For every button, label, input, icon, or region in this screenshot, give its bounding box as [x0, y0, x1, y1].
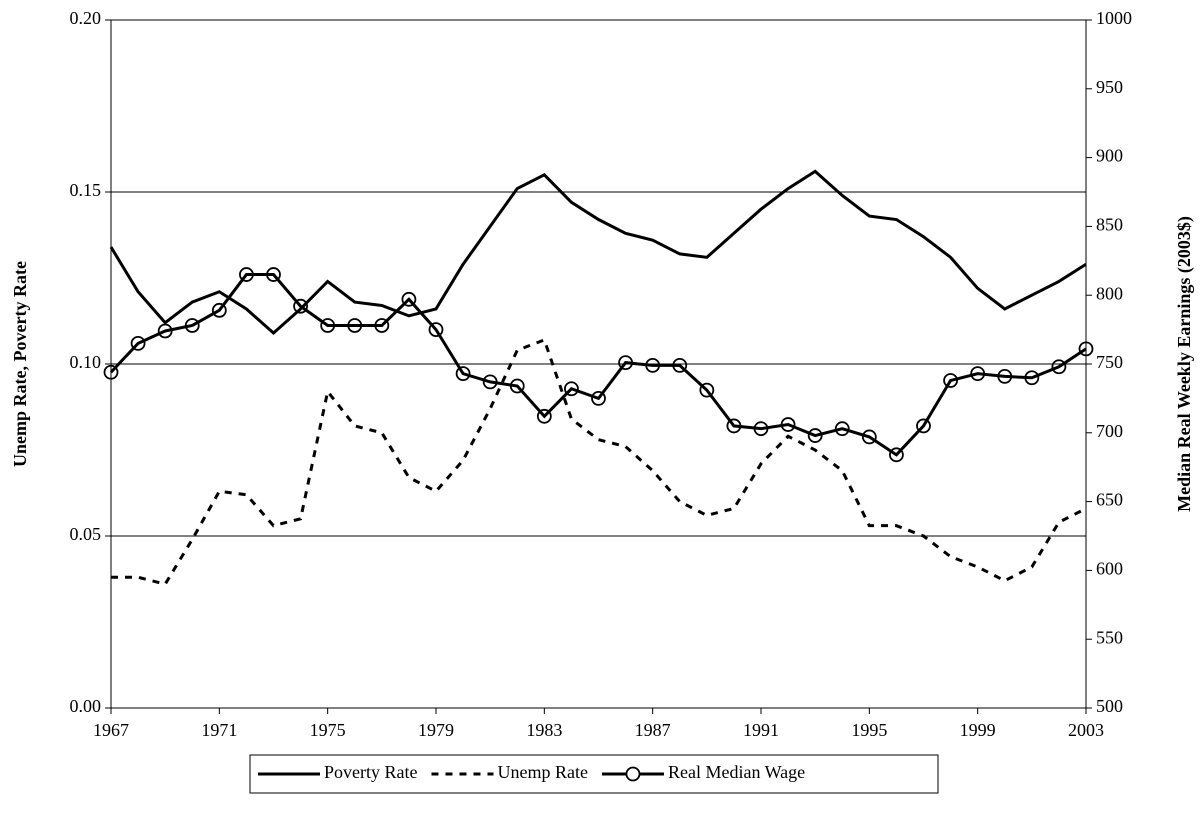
- y-tick-label: 0.00: [70, 696, 102, 716]
- x-tick-label: 1999: [960, 720, 996, 740]
- y-tick-label: 0.15: [70, 180, 102, 200]
- series-marker: [834, 421, 850, 437]
- series-marker: [428, 322, 444, 338]
- x-tick-label: 1987: [635, 720, 671, 740]
- series-line: [109, 169, 1087, 336]
- y2-tick-label: 800: [1096, 283, 1123, 303]
- legend-label: Unemp Rate: [497, 762, 587, 782]
- series-marker: [943, 373, 958, 388]
- series-marker: [374, 318, 390, 333]
- series-marker: [699, 382, 715, 398]
- series-marker: [536, 408, 552, 424]
- x-tick-label: 1975: [310, 720, 346, 740]
- series-marker: [157, 323, 173, 339]
- y-tick-label: 0.20: [70, 8, 102, 28]
- series-marker: [672, 357, 688, 373]
- series-marker: [103, 364, 119, 380]
- series-marker: [916, 418, 931, 434]
- y2-tick-label: 1000: [1096, 8, 1132, 28]
- series-marker: [401, 291, 417, 307]
- series-marker: [807, 428, 823, 443]
- x-tick-label: 1995: [851, 720, 887, 740]
- y2-tick-label: 750: [1096, 352, 1123, 372]
- series-marker: [184, 318, 200, 333]
- y2-tick-label: 850: [1096, 215, 1123, 235]
- y2-tick-label: 550: [1096, 627, 1123, 647]
- legend-label: Poverty Rate: [324, 762, 417, 782]
- x-tick-label: 1991: [743, 720, 779, 740]
- series-marker: [889, 447, 904, 463]
- series-marker: [618, 355, 633, 371]
- series-marker: [997, 368, 1013, 384]
- series-line: [109, 273, 1087, 457]
- y2-axis-label: Median Real Weekly Earnings (2003$): [1174, 216, 1195, 512]
- legend-marker: [625, 766, 641, 782]
- series-marker: [1078, 341, 1094, 357]
- y2-tick-label: 950: [1096, 77, 1123, 97]
- series-marker: [861, 429, 877, 445]
- series-marker: [753, 421, 769, 437]
- legend-box: [249, 754, 939, 794]
- y-tick-label: 0.10: [70, 352, 102, 372]
- x-tick-label: 1971: [201, 720, 237, 740]
- legend-label: Real Median Wage: [668, 762, 805, 782]
- series-marker: [970, 366, 986, 382]
- series-marker: [482, 374, 498, 390]
- series-marker: [266, 267, 281, 282]
- y-tick-label: 0.05: [70, 524, 102, 544]
- x-tick-label: 1983: [526, 720, 562, 740]
- y2-tick-label: 650: [1096, 490, 1123, 510]
- series-marker: [211, 302, 227, 318]
- series-marker: [1024, 370, 1040, 386]
- y2-tick-label: 700: [1096, 421, 1123, 441]
- series-marker: [645, 357, 661, 373]
- y2-tick-label: 900: [1096, 146, 1123, 166]
- y2-tick-label: 500: [1096, 696, 1123, 716]
- series-marker: [509, 378, 525, 394]
- series-marker: [239, 267, 254, 282]
- x-tick-label: 2003: [1068, 720, 1104, 740]
- series-marker: [293, 298, 308, 314]
- x-tick-label: 1967: [93, 720, 129, 740]
- series-marker: [564, 381, 579, 397]
- series-marker: [726, 418, 742, 434]
- series-marker: [780, 417, 796, 432]
- series-marker: [1051, 359, 1067, 375]
- series-marker: [455, 366, 471, 382]
- series-marker: [591, 390, 606, 406]
- series-marker: [130, 335, 146, 351]
- y2-tick-label: 600: [1096, 559, 1123, 579]
- series-marker: [320, 318, 336, 333]
- series-marker: [347, 318, 363, 333]
- x-tick-label: 1979: [418, 720, 454, 740]
- y-axis-label: Unemp Rate, Poverty Rate: [10, 261, 30, 467]
- series-line: [111, 337, 1087, 586]
